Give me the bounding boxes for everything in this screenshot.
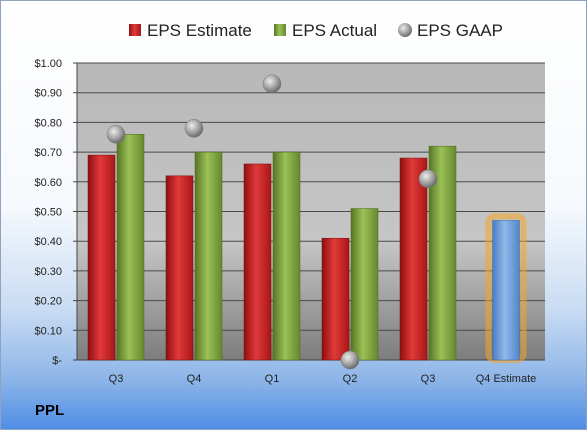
y-tick-label: $0.40 — [34, 236, 62, 248]
x-tick-label: Q2 — [343, 373, 358, 385]
x-tick-label: Q3 — [421, 373, 436, 385]
point-eps-gaap — [106, 125, 126, 144]
y-tick-label: $0.50 — [34, 207, 62, 219]
y-tick-label: $0.80 — [34, 117, 62, 129]
legend-marker — [398, 23, 412, 37]
y-tick-label: $0.60 — [34, 177, 62, 189]
x-tick-label: Q3 — [109, 373, 124, 385]
bar-eps-estimate — [165, 175, 194, 361]
ticker-label: PPL — [35, 402, 65, 419]
bar-eps-actual — [194, 151, 223, 361]
bar-eps-actual — [116, 134, 145, 361]
plot-area: $- $0.10 $0.20 $0.30 $0.40 $0.50 $0.60 $0.70 $0.… — [34, 58, 545, 385]
bar-q4-estimate — [492, 220, 520, 361]
y-tick-label: $1.00 — [34, 58, 62, 70]
legend-label: EPS Estimate — [147, 21, 252, 40]
x-tick-label: Q4 — [187, 373, 202, 385]
legend-label: EPS GAAP — [417, 21, 503, 40]
x-tick-label: Q1 — [265, 373, 280, 385]
point-eps-gaap — [418, 169, 438, 189]
x-tick-label: Q4 Estimate — [476, 373, 537, 385]
bar-eps-estimate — [321, 237, 350, 361]
y-tick-label: $0.20 — [34, 296, 62, 308]
bar-eps-estimate — [243, 163, 272, 361]
point-eps-gaap — [262, 74, 282, 94]
legend-marker — [274, 24, 286, 36]
bar-eps-actual — [272, 151, 301, 361]
point-eps-gaap — [340, 350, 360, 370]
y-tick-label: $0.70 — [34, 147, 62, 159]
bar-eps-actual — [350, 208, 379, 361]
bar-eps-estimate — [87, 154, 116, 361]
legend-label: EPS Actual — [292, 21, 377, 40]
y-tick-label: $- — [52, 355, 62, 367]
y-tick-label: $0.10 — [34, 325, 62, 337]
bar-eps-estimate — [399, 157, 428, 361]
legend-marker — [129, 24, 141, 36]
legend: EPS Estimate EPS Actual EPS GAAP — [129, 21, 503, 40]
y-tick-label: $0.90 — [34, 88, 62, 100]
point-eps-gaap — [184, 119, 204, 138]
y-tick-label: $0.30 — [34, 266, 62, 278]
